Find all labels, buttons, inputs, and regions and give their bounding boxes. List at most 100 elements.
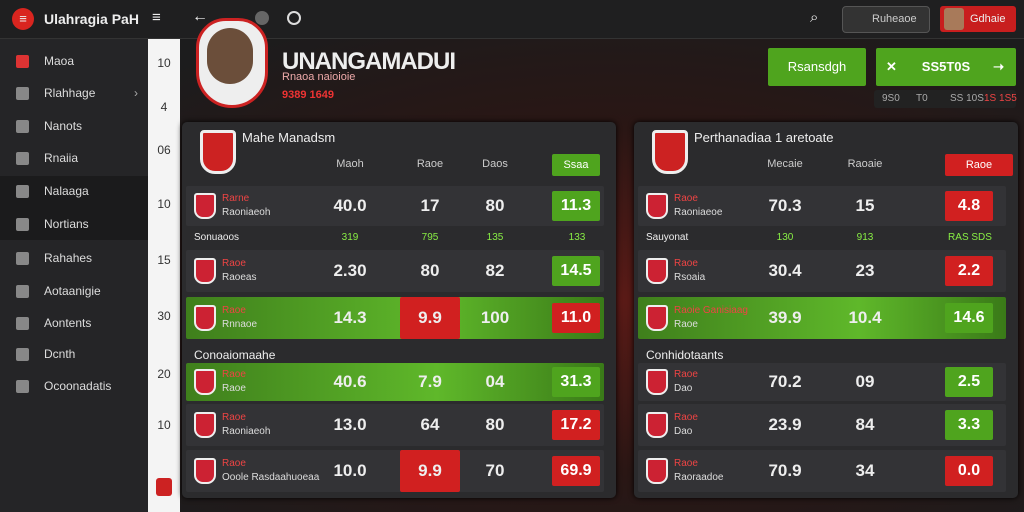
profile-face bbox=[207, 28, 253, 84]
user-avatar bbox=[944, 8, 964, 30]
nav-icon bbox=[16, 185, 29, 198]
team-detail: Rnnaoe bbox=[222, 319, 258, 330]
nav-icon bbox=[16, 120, 29, 133]
value: 7.9 bbox=[418, 372, 442, 391]
value: 70 bbox=[485, 461, 505, 480]
team-detail: Ooole Rasdaahuoeaa bbox=[222, 472, 320, 483]
team-detail: Rsoaia bbox=[674, 272, 706, 283]
value: 40.0 bbox=[333, 196, 367, 215]
nav-item[interactable]: Rlahhage bbox=[44, 86, 96, 100]
team-name: Rarne bbox=[222, 193, 250, 204]
row[interactable] bbox=[186, 186, 604, 226]
row[interactable] bbox=[186, 297, 604, 339]
team-name: Raoe bbox=[222, 458, 246, 469]
team-crest bbox=[646, 258, 668, 284]
header-button[interactable]: Ssaa bbox=[552, 154, 600, 176]
value: 34 bbox=[855, 461, 875, 480]
nav-item[interactable]: Maoa bbox=[44, 54, 75, 68]
team-detail: Dao bbox=[674, 383, 693, 394]
back-button[interactable]: ← bbox=[192, 8, 208, 25]
nav-item[interactable]: Rahahes bbox=[44, 251, 93, 265]
team-detail: Raoniaeoh bbox=[222, 426, 271, 437]
team-name: Raoe bbox=[674, 193, 698, 204]
nav-item[interactable]: Dcnth bbox=[44, 347, 76, 361]
profile-name: UNANGAMADUI bbox=[282, 48, 456, 75]
row[interactable] bbox=[186, 450, 604, 492]
value: 70.3 bbox=[768, 196, 802, 215]
strip-icon[interactable] bbox=[156, 478, 172, 496]
column-header: Raoaie bbox=[847, 158, 883, 170]
row[interactable] bbox=[186, 250, 604, 292]
badge: 14.5 bbox=[552, 256, 600, 286]
value: 9.9 bbox=[418, 461, 442, 480]
value: 100 bbox=[480, 308, 510, 327]
nav-item[interactable]: Ocoonadatis bbox=[44, 379, 112, 393]
value: 2.30 bbox=[333, 261, 367, 280]
team-crest bbox=[646, 458, 668, 484]
search-box[interactable] bbox=[842, 6, 930, 33]
group-value: 795 bbox=[421, 232, 439, 243]
team-detail: Raoe bbox=[674, 319, 698, 330]
team-detail: Dao bbox=[674, 426, 693, 437]
row[interactable] bbox=[638, 404, 1006, 446]
team-crest bbox=[646, 193, 668, 219]
team-crest bbox=[194, 458, 216, 484]
badge: 2.2 bbox=[945, 256, 993, 286]
row[interactable] bbox=[638, 363, 1006, 401]
value: 82 bbox=[485, 261, 505, 280]
hamburger[interactable]: ≡ bbox=[152, 9, 161, 26]
alert-cell bbox=[400, 297, 460, 339]
row[interactable] bbox=[638, 450, 1006, 492]
row[interactable] bbox=[638, 250, 1006, 292]
value: 80 bbox=[420, 261, 440, 280]
nav-icon bbox=[16, 55, 29, 68]
row[interactable] bbox=[186, 404, 604, 446]
nav-item[interactable]: Nortians bbox=[44, 217, 89, 231]
menu-button[interactable]: ≡ bbox=[12, 8, 34, 30]
nav-item[interactable]: Nanots bbox=[44, 119, 83, 133]
team-name: Raoe bbox=[222, 258, 246, 269]
nav-icon bbox=[16, 218, 29, 231]
team-name: Raoie Ganisiaag bbox=[674, 305, 748, 316]
button-label: SS5T0S bbox=[921, 59, 971, 74]
group-value: RAS SDS bbox=[948, 232, 992, 243]
panel-title: Mahe Manadsm bbox=[242, 130, 336, 145]
team-crest bbox=[194, 412, 216, 438]
nav-icon bbox=[16, 348, 29, 361]
header-button[interactable]: Raoe bbox=[945, 154, 1013, 176]
column-header: Mecaie bbox=[767, 158, 803, 170]
value: 80 bbox=[485, 196, 505, 215]
value: 17 bbox=[420, 196, 440, 215]
icon[interactable] bbox=[255, 11, 269, 25]
icon[interactable] bbox=[287, 11, 301, 25]
strip-number: 4 bbox=[160, 100, 168, 114]
value: 40.6 bbox=[333, 372, 367, 391]
nav-item[interactable]: Aotaanigie bbox=[44, 284, 101, 298]
value: 10.4 bbox=[848, 308, 882, 327]
nav-item[interactable]: Rnaiia bbox=[44, 151, 79, 165]
row[interactable] bbox=[638, 186, 1006, 226]
nav-item[interactable]: Aontents bbox=[44, 316, 92, 330]
strip-number: 10 bbox=[157, 197, 171, 211]
nav-icon bbox=[16, 380, 29, 393]
primary-button[interactable]: Rsansdgh bbox=[768, 48, 866, 86]
nav-item[interactable]: Nalaaga bbox=[44, 184, 89, 198]
badge: 2.5 bbox=[945, 367, 993, 397]
secondary-button[interactable]: ✕ SS5T0S ➝ bbox=[876, 48, 1016, 86]
team-crest bbox=[194, 369, 216, 395]
search-icon[interactable]: ⌕ bbox=[810, 9, 819, 26]
alert-cell bbox=[400, 450, 460, 492]
group-label: Sonuaoos bbox=[194, 232, 240, 243]
search-text: Ruheaoe bbox=[872, 13, 917, 25]
badge: 31.3 bbox=[552, 367, 600, 397]
team-crest bbox=[194, 193, 216, 219]
app-title: Ulahragia PaH bbox=[44, 11, 139, 27]
crest bbox=[200, 130, 236, 174]
strip-number: 10 bbox=[157, 56, 171, 70]
row[interactable] bbox=[638, 297, 1006, 339]
group-value: 130 bbox=[776, 232, 794, 243]
strip-number: 15 bbox=[157, 253, 171, 267]
row[interactable] bbox=[186, 363, 604, 401]
team-name: Raoe bbox=[674, 412, 698, 423]
